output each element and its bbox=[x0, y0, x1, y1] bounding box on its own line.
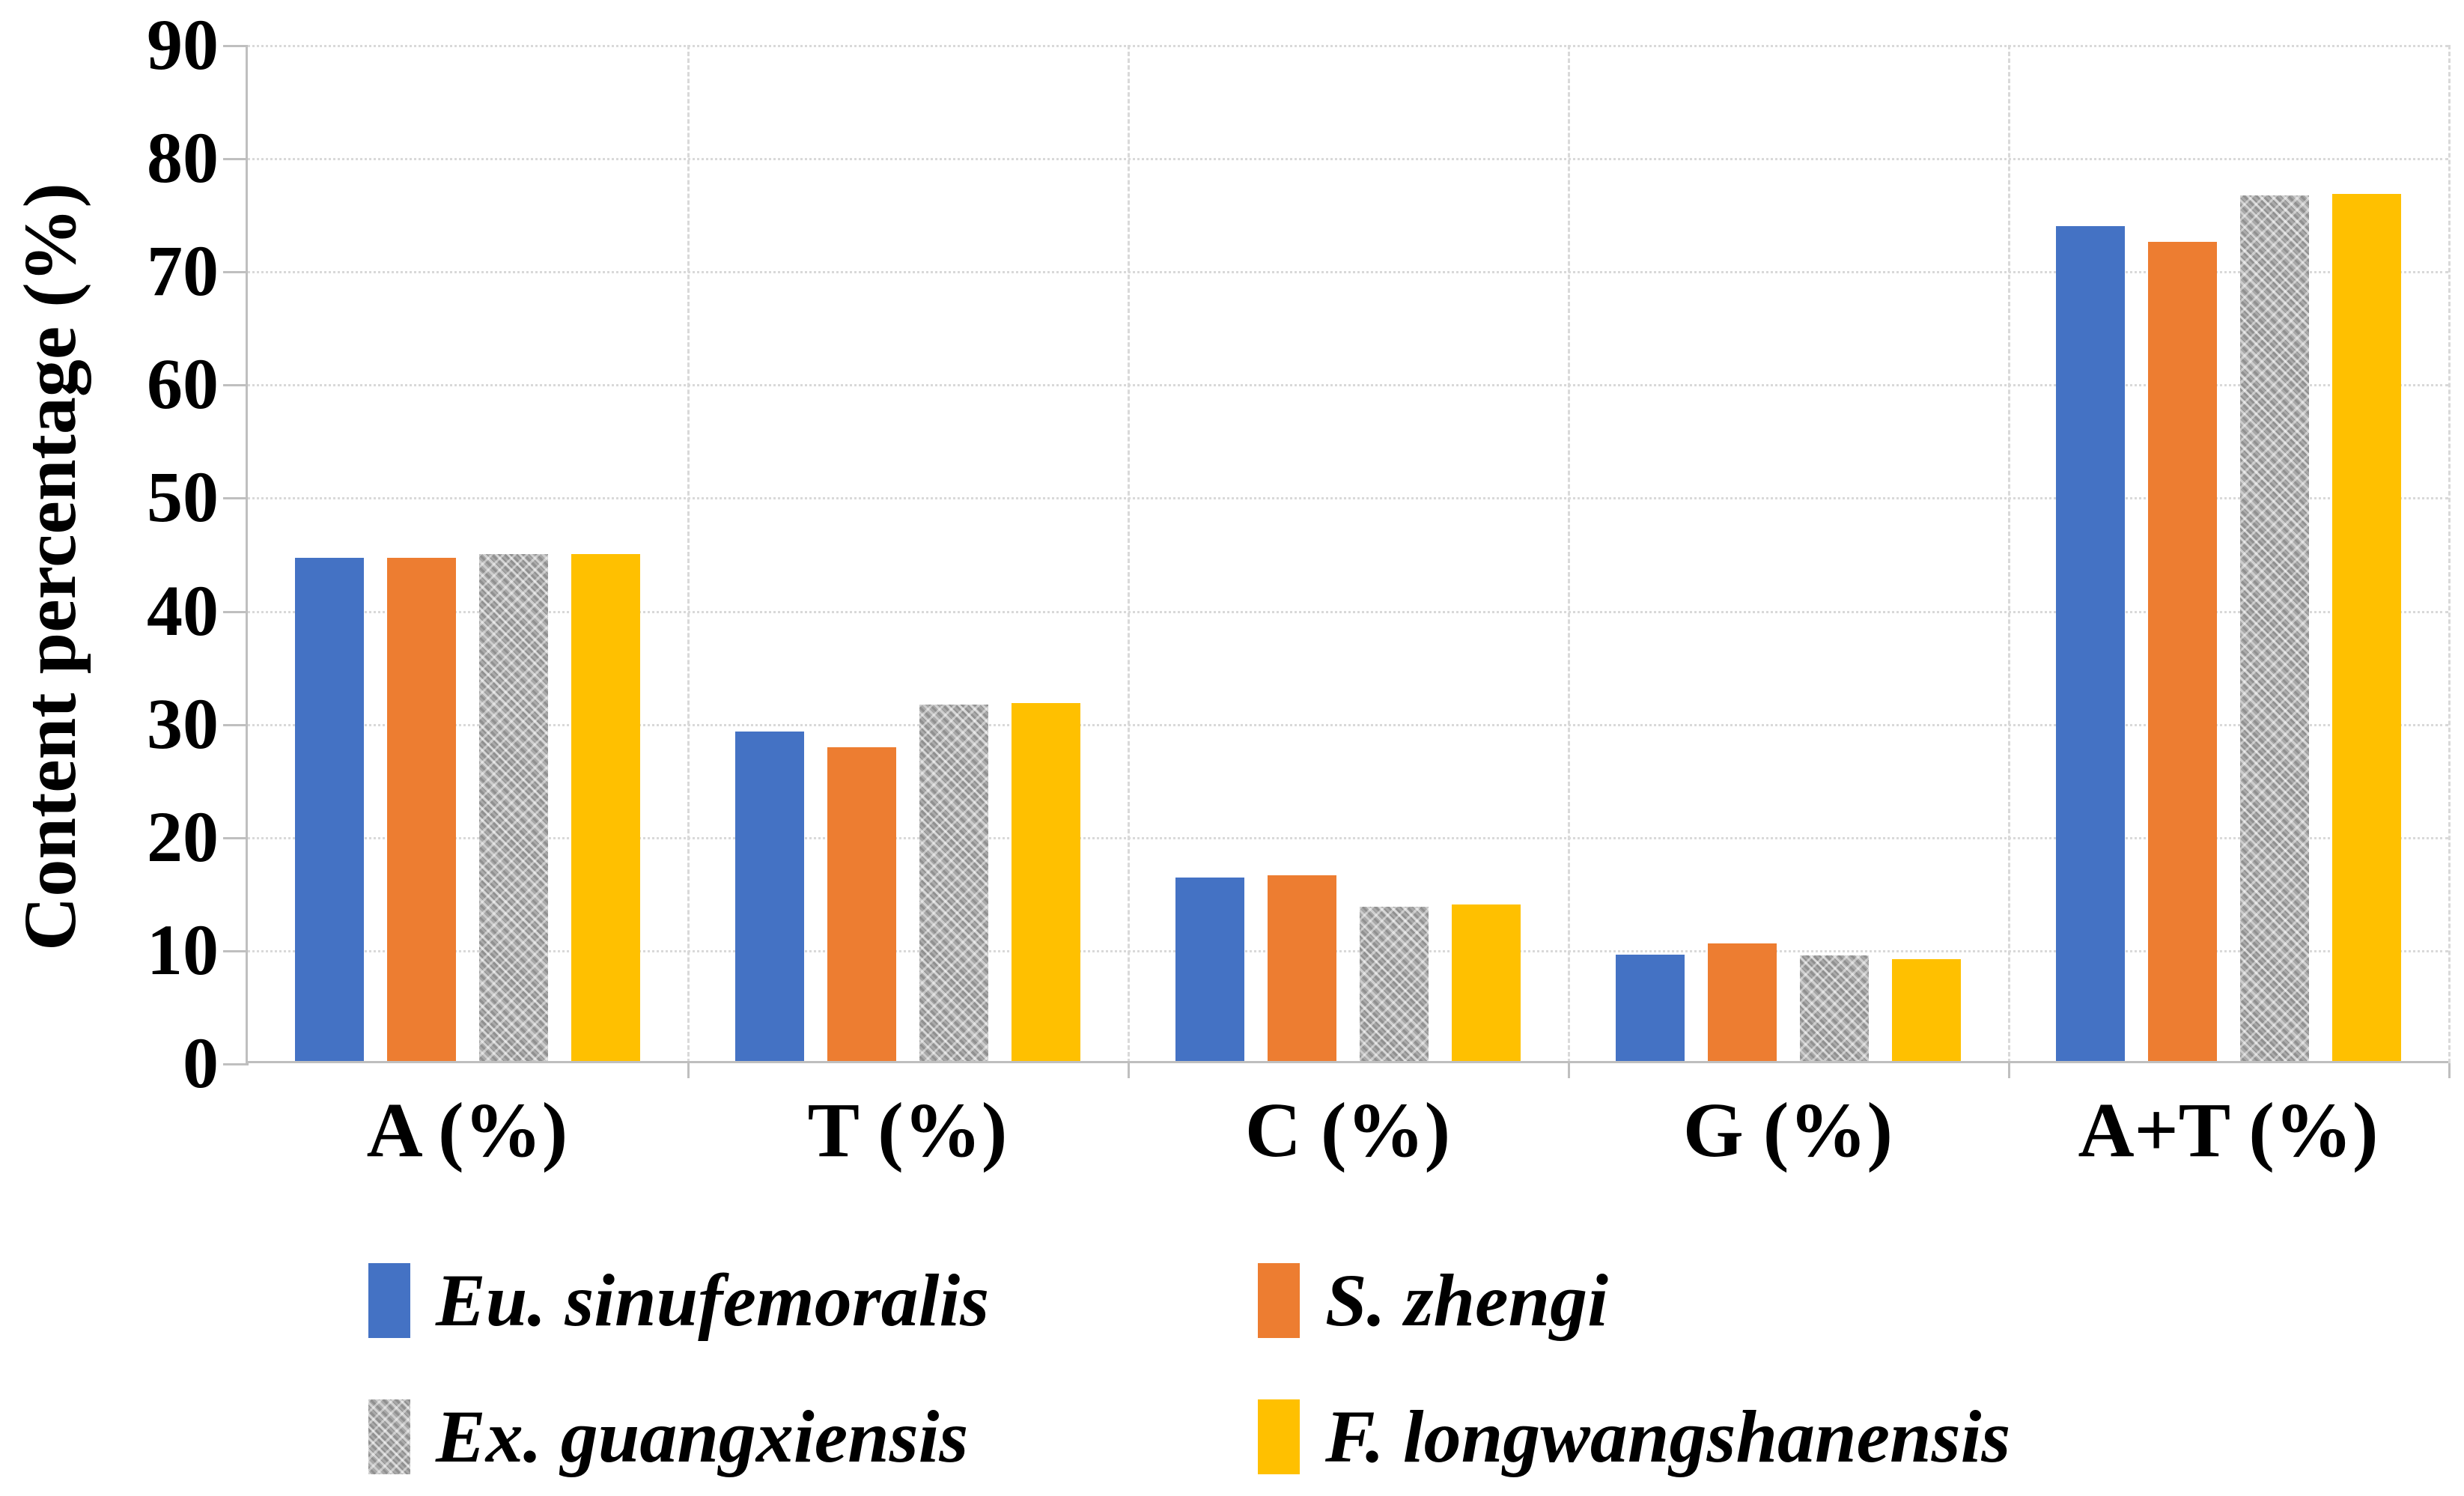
bar bbox=[2239, 195, 2309, 1063]
y-tick-mark bbox=[223, 723, 249, 726]
y-tick-label: 10 bbox=[147, 909, 219, 990]
legend-label: F. longwangshanensis bbox=[1325, 1395, 2011, 1478]
bar bbox=[478, 554, 548, 1063]
x-tick-mark bbox=[2008, 1063, 2010, 1078]
bar bbox=[919, 704, 988, 1063]
gridline bbox=[247, 836, 2448, 839]
bar bbox=[571, 554, 640, 1063]
x-axis-label: A (%) bbox=[366, 1087, 568, 1173]
legend-item: S. zhengi bbox=[1258, 1252, 2010, 1349]
y-tick-label: 80 bbox=[147, 118, 219, 198]
bar bbox=[2331, 194, 2401, 1063]
bar bbox=[1615, 954, 1685, 1063]
x-axis-line bbox=[246, 1061, 2448, 1063]
bar bbox=[1707, 943, 1777, 1063]
bar bbox=[1451, 904, 1521, 1063]
y-tick-mark bbox=[223, 158, 249, 161]
x-tick-mark bbox=[687, 1063, 690, 1078]
gridline bbox=[247, 158, 2448, 161]
bar bbox=[734, 732, 804, 1063]
y-tick-mark bbox=[223, 836, 249, 839]
legend-swatch bbox=[1258, 1399, 1300, 1474]
gridline bbox=[247, 610, 2448, 613]
bar-group bbox=[2008, 45, 2448, 1063]
category-divider bbox=[687, 45, 690, 1063]
y-tick-mark bbox=[223, 497, 249, 500]
legend-item: Ex. guangxiensis bbox=[368, 1388, 1258, 1486]
gridline bbox=[247, 723, 2448, 726]
legend-swatch bbox=[1258, 1263, 1300, 1338]
plot-area bbox=[246, 45, 2451, 1065]
bar-group bbox=[687, 45, 1128, 1063]
gridline bbox=[247, 45, 2448, 47]
gridline bbox=[247, 497, 2448, 500]
y-tick-label: 50 bbox=[147, 457, 219, 538]
bar bbox=[1891, 958, 1961, 1063]
legend-item: F. longwangshanensis bbox=[1258, 1388, 2010, 1486]
gridline bbox=[247, 949, 2448, 952]
y-tick-label: 0 bbox=[183, 1023, 219, 1103]
gridline bbox=[247, 271, 2448, 274]
x-tick-mark bbox=[2448, 1063, 2451, 1078]
y-tick-label: 30 bbox=[147, 683, 219, 764]
bar bbox=[2055, 225, 2125, 1063]
bar bbox=[1175, 878, 1244, 1063]
x-axis-label: G (%) bbox=[1682, 1087, 1893, 1173]
y-tick-mark bbox=[223, 1063, 249, 1065]
bar bbox=[1799, 955, 1869, 1063]
gridline bbox=[247, 384, 2448, 387]
bar bbox=[386, 557, 456, 1063]
legend-swatch bbox=[368, 1399, 410, 1474]
y-axis-line bbox=[246, 45, 248, 1065]
legend-swatch bbox=[368, 1263, 410, 1338]
category-divider bbox=[1568, 45, 1570, 1063]
y-tick-label: 40 bbox=[147, 570, 219, 651]
x-axis-label: C (%) bbox=[1244, 1087, 1451, 1173]
legend-label: Ex. guangxiensis bbox=[436, 1395, 969, 1478]
bar bbox=[1267, 875, 1336, 1063]
y-tick-label: 20 bbox=[147, 796, 219, 877]
bar bbox=[294, 557, 364, 1063]
legend-label: S. zhengi bbox=[1325, 1259, 1608, 1342]
y-tick-mark bbox=[223, 271, 249, 274]
y-tick-label: 60 bbox=[147, 344, 219, 425]
x-axis-label: T (%) bbox=[807, 1087, 1008, 1173]
y-tick-label: 90 bbox=[147, 4, 219, 85]
x-tick-mark bbox=[1128, 1063, 1130, 1078]
bar-group bbox=[1128, 45, 1568, 1063]
y-tick-mark bbox=[223, 45, 249, 47]
category-divider bbox=[2008, 45, 2010, 1063]
plot-right-border bbox=[2448, 45, 2451, 1063]
bar-group bbox=[1568, 45, 2008, 1063]
bar bbox=[2147, 241, 2217, 1063]
bar bbox=[1359, 907, 1429, 1063]
legend-item: Eu. sinufemoralis bbox=[368, 1252, 1258, 1349]
y-tick-mark bbox=[223, 610, 249, 613]
legend: Eu. sinufemoralis S. zhengi Ex. guangxiens… bbox=[368, 1252, 2010, 1486]
x-axis-label: A+T (%) bbox=[2078, 1087, 2379, 1173]
y-tick-mark bbox=[223, 384, 249, 387]
category-divider bbox=[1128, 45, 1130, 1063]
y-tick-label: 70 bbox=[147, 231, 219, 311]
bar bbox=[1011, 703, 1080, 1063]
x-tick-mark bbox=[1568, 1063, 1570, 1078]
bar-group bbox=[247, 45, 687, 1063]
bar bbox=[827, 747, 896, 1063]
y-tick-mark bbox=[223, 949, 249, 952]
legend-label: Eu. sinufemoralis bbox=[436, 1259, 990, 1342]
